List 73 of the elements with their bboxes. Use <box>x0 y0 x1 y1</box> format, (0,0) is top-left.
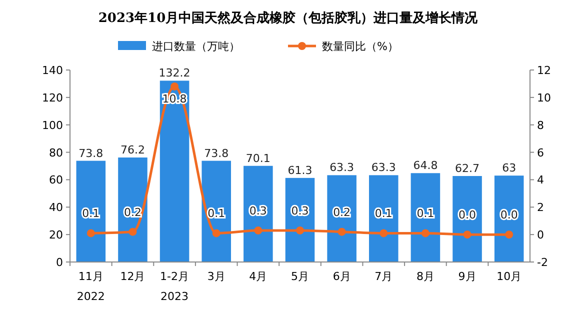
data-label: 73.8 <box>78 146 104 160</box>
y2-tick-label: 0 <box>537 228 544 242</box>
data-label: 0.0 <box>500 208 518 222</box>
point <box>421 229 430 238</box>
x-tick-label: 7月 <box>374 270 393 283</box>
bar <box>244 166 273 262</box>
data-label: 73.8 <box>204 146 229 160</box>
x-tick-label: 8月 <box>416 270 434 283</box>
data-label: 0.1 <box>82 207 100 220</box>
point <box>86 229 95 238</box>
data-label: 63 <box>502 162 516 175</box>
bar <box>494 176 524 262</box>
point <box>170 82 179 90</box>
y2-tick-label: 12 <box>537 64 551 77</box>
point <box>463 230 472 239</box>
data-label: 0.3 <box>249 204 267 218</box>
bar <box>76 160 106 262</box>
data-label: 0.2 <box>124 206 142 219</box>
data-label: 0.0 <box>458 208 476 222</box>
point <box>380 229 388 238</box>
bar <box>327 175 356 262</box>
x-tick-label: 11月 2022 <box>76 270 105 303</box>
y2-tick-label: 2 <box>537 201 544 214</box>
y-tick-label: 40 <box>49 201 63 214</box>
y2-tick-label: 6 <box>537 146 544 160</box>
y-tick-label: 140 <box>42 64 63 77</box>
legend-label: 数量同比（%） <box>322 40 398 53</box>
bar <box>369 175 398 262</box>
y-tick-label: 120 <box>42 91 63 104</box>
data-label: 132.2 <box>158 66 190 80</box>
x-tick-label: 3月 <box>207 270 226 283</box>
data-label: 76.2 <box>120 143 145 156</box>
data-label: 63.3 <box>371 161 396 174</box>
data-label: 61.3 <box>288 164 312 177</box>
data-label: 0.1 <box>374 207 392 220</box>
bar <box>452 176 482 262</box>
x-tick-label: 4月 <box>249 270 268 283</box>
x-tick-label: 12月 <box>120 270 146 283</box>
data-label: 0.1 <box>416 207 434 220</box>
x-tick-label: 6月 <box>332 270 351 283</box>
x-tick-label: 1-2月 2023 <box>160 270 190 303</box>
bar <box>160 80 190 262</box>
y2-tick-label: 10 <box>537 91 551 104</box>
data-label: 0.1 <box>208 207 226 220</box>
y-tick-label: 80 <box>49 146 63 160</box>
bar <box>202 160 231 262</box>
data-label: 64.8 <box>413 159 438 172</box>
bar <box>285 178 315 262</box>
y-tick-label: 60 <box>49 174 63 187</box>
legend-label: 进口数量（万吨） <box>152 40 240 53</box>
bar <box>118 157 148 262</box>
point <box>128 228 137 236</box>
point <box>296 226 304 234</box>
y2-tick-label: 4 <box>537 174 544 187</box>
y-tick-label: 100 <box>42 118 63 132</box>
y-tick-label: 20 <box>49 228 63 242</box>
data-label: 0.3 <box>291 204 309 218</box>
data-label: 70.1 <box>246 152 270 165</box>
data-label: 62.7 <box>455 162 480 176</box>
point <box>212 229 220 238</box>
point <box>254 226 262 234</box>
y2-tick-label: 8 <box>537 118 544 132</box>
data-label: 63.3 <box>330 161 354 174</box>
y-tick-label: 0 <box>56 256 63 269</box>
x-tick-label: 5月 <box>291 270 309 283</box>
point <box>338 228 346 236</box>
point <box>505 230 514 239</box>
bar <box>410 173 440 262</box>
data-label: 0.2 <box>333 206 351 219</box>
x-tick-label: 10月 <box>496 270 522 283</box>
y2-tick-label: -2 <box>537 256 548 269</box>
x-tick-label: 9月 <box>458 270 476 283</box>
chart-title: 2023年10月中国天然及合成橡胶（包括胶乳）进口量及增长情况 <box>98 10 479 26</box>
